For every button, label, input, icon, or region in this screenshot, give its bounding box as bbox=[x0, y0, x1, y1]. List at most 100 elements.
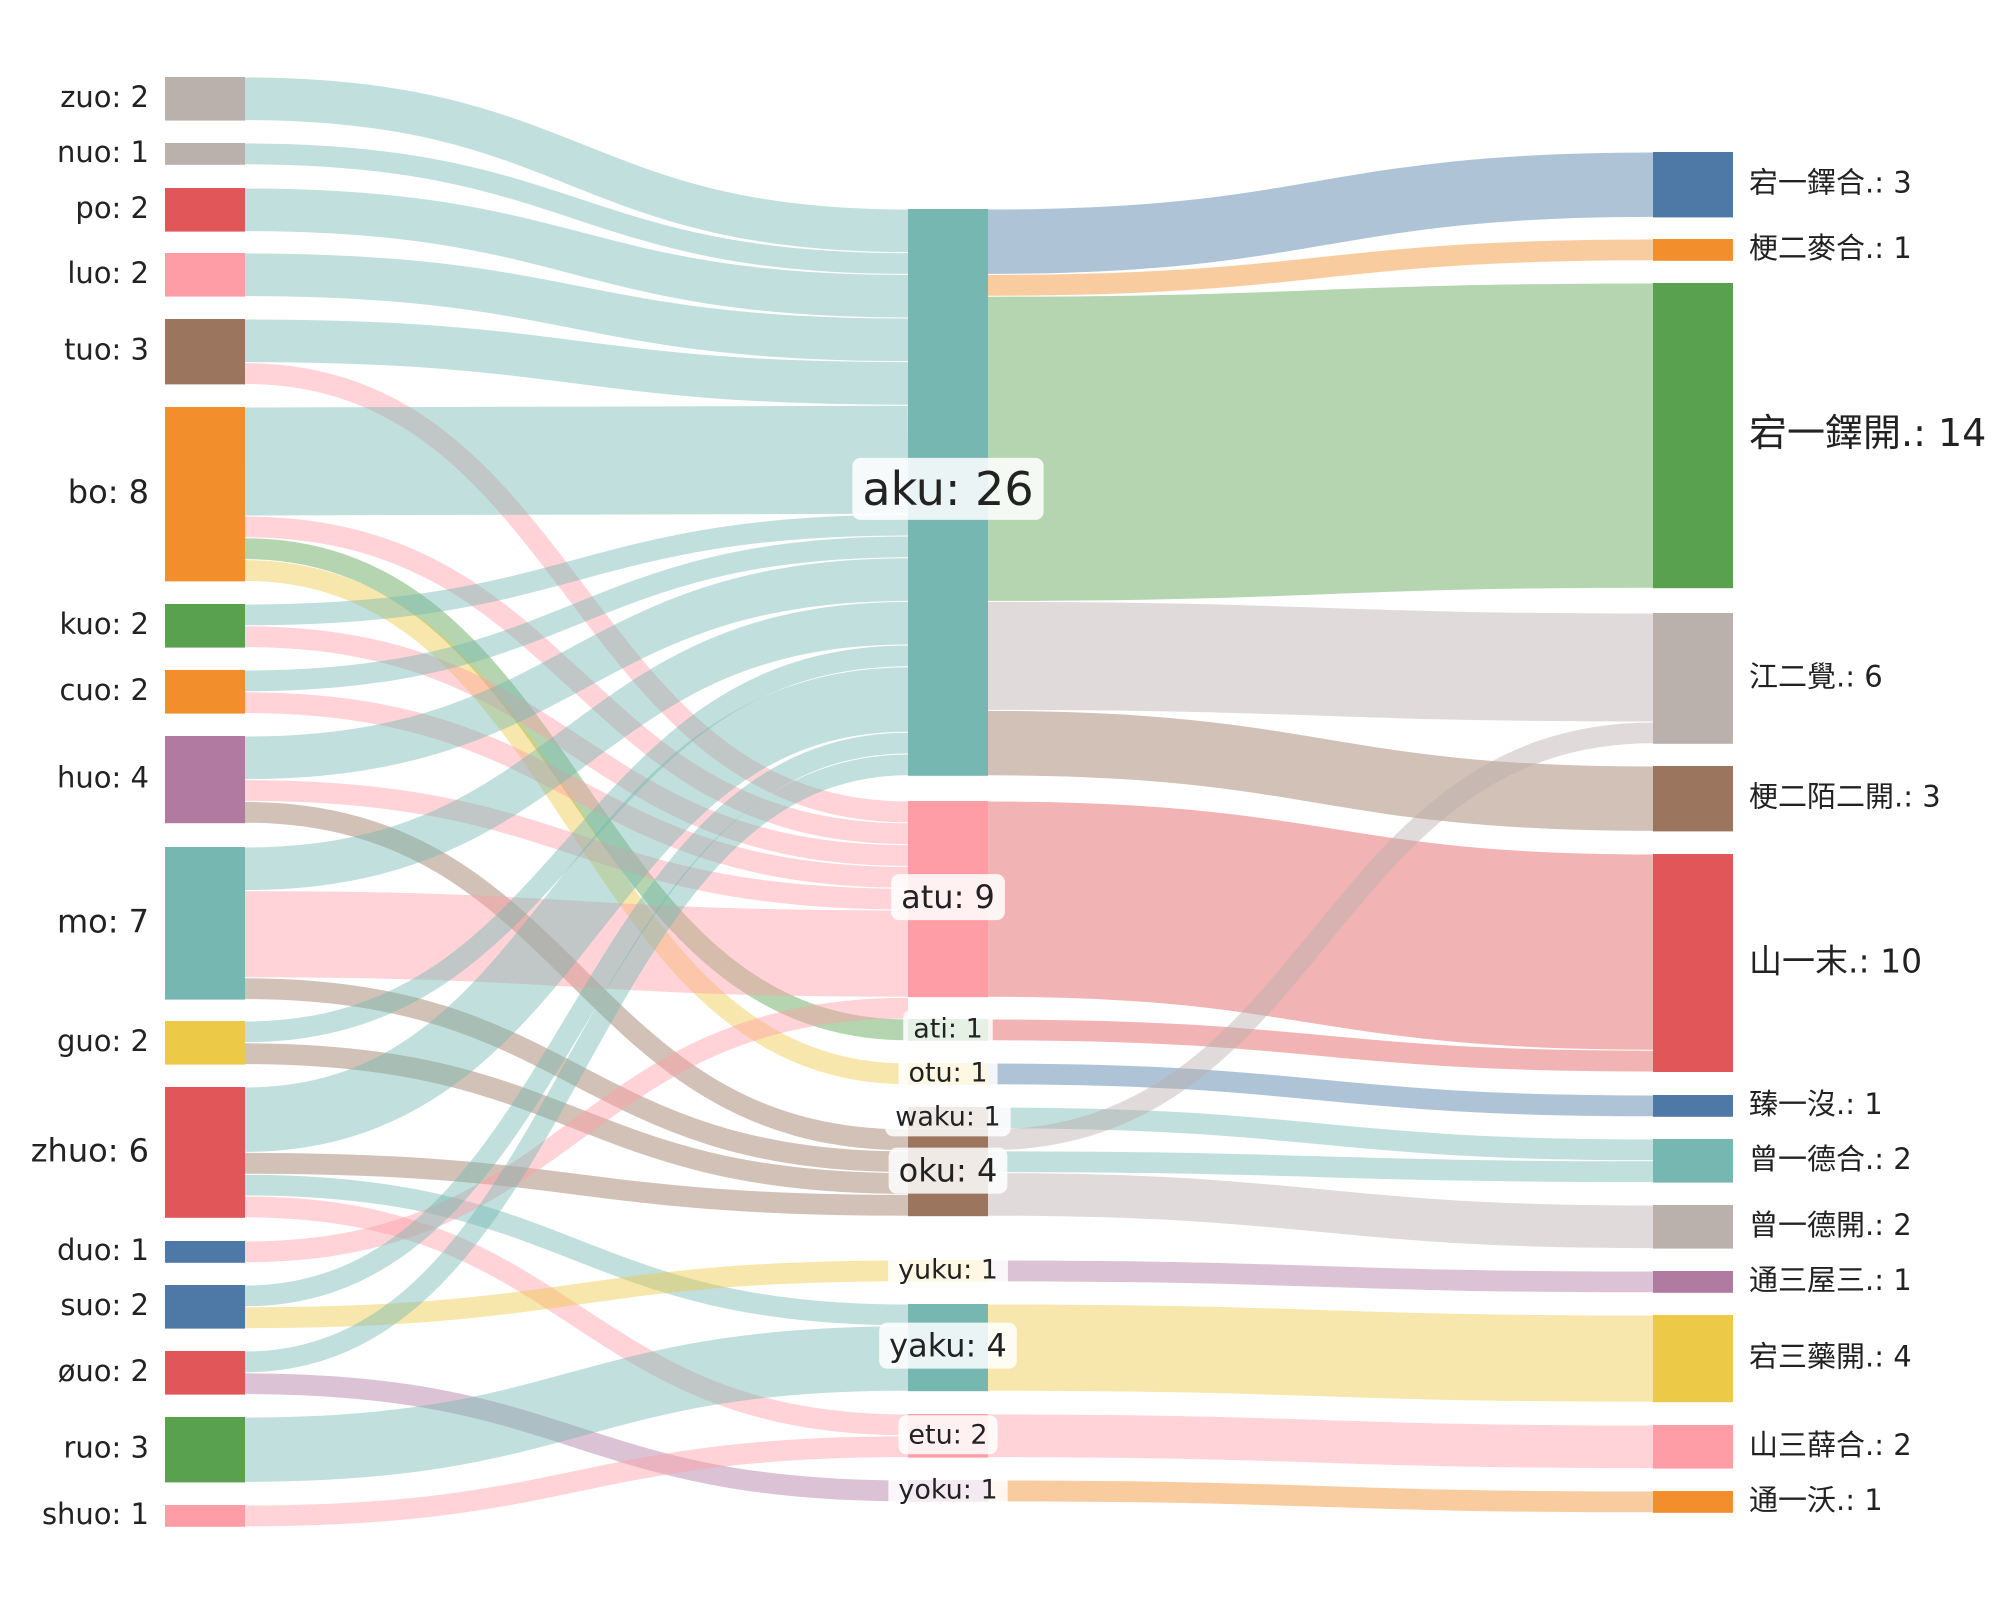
link-duo-atu bbox=[244, 997, 909, 1263]
link-mo-oku bbox=[244, 978, 909, 1173]
node-huo[interactable] bbox=[165, 736, 245, 824]
node-t8[interactable] bbox=[1653, 1139, 1733, 1183]
link-aku-t1 bbox=[987, 152, 1654, 274]
middle-label-bg-waku bbox=[885, 1097, 1011, 1137]
link-kuo-aku bbox=[244, 514, 909, 626]
node-zuo[interactable] bbox=[165, 77, 245, 121]
source-label-bo: bo: 8 bbox=[68, 473, 149, 511]
target-label-t1: 宕一鐸合.: 3 bbox=[1749, 166, 1912, 200]
target-label-t4: 江二覺.: 6 bbox=[1749, 659, 1883, 693]
source-label-mo: mo: 7 bbox=[57, 902, 149, 940]
node-tuo[interactable] bbox=[165, 319, 245, 385]
node-t2[interactable] bbox=[1653, 239, 1733, 261]
source-label-zuo: zuo: 2 bbox=[60, 80, 149, 114]
link-kuo-atu bbox=[244, 626, 909, 866]
node-t11[interactable] bbox=[1653, 1315, 1733, 1403]
link-ouo-yoku bbox=[244, 1373, 909, 1502]
node-t6[interactable] bbox=[1653, 854, 1733, 1072]
link-oku-t8 bbox=[987, 1151, 1654, 1183]
node-ouo[interactable] bbox=[165, 1351, 245, 1395]
middle-label-ati: ati: 1 bbox=[913, 1013, 983, 1044]
node-po[interactable] bbox=[165, 188, 245, 232]
node-suo[interactable] bbox=[165, 1285, 245, 1329]
link-cuo-aku bbox=[244, 536, 909, 692]
node-t10[interactable] bbox=[1653, 1271, 1733, 1293]
source-label-huo: huo: 4 bbox=[57, 761, 149, 795]
link-bo-atu bbox=[244, 516, 909, 845]
link-oku-t4 bbox=[987, 722, 1654, 1151]
link-aku-t5 bbox=[987, 710, 1654, 831]
node-nuo[interactable] bbox=[165, 143, 245, 165]
target-label-t9: 曾一德開.: 2 bbox=[1749, 1208, 1912, 1242]
link-otu-t7 bbox=[987, 1063, 1654, 1117]
link-ouo-aku bbox=[244, 754, 909, 1373]
source-label-shuo: shuo: 1 bbox=[42, 1497, 149, 1531]
node-t1[interactable] bbox=[1653, 152, 1733, 218]
middle-label-bg-oku bbox=[888, 1147, 1008, 1194]
middle-label-bg-otu bbox=[898, 1053, 998, 1093]
link-huo-atu bbox=[244, 780, 909, 910]
source-label-duo: duo: 1 bbox=[57, 1233, 149, 1267]
link-bo-otu bbox=[244, 560, 909, 1085]
middle-label-bg-yuku bbox=[888, 1250, 1008, 1290]
link-huo-aku bbox=[244, 558, 909, 780]
link-guo-aku bbox=[244, 645, 909, 1043]
source-label-ouo: øuo: 2 bbox=[58, 1354, 149, 1388]
middle-label-bg-yoku bbox=[888, 1470, 1008, 1510]
node-duo[interactable] bbox=[165, 1241, 245, 1263]
node-t3[interactable] bbox=[1653, 283, 1733, 589]
link-shuo-etu bbox=[244, 1436, 909, 1527]
middle-label-bg-yaku bbox=[879, 1322, 1017, 1369]
source-label-po: po: 2 bbox=[75, 191, 149, 225]
labels-layer: zuo: 2 nuo: 1 po: 2 luo: 2 tuo: 3 bo: 8 kuo: 2… bbox=[31, 80, 1987, 1531]
link-aku-t3 bbox=[987, 283, 1654, 601]
node-t9[interactable] bbox=[1653, 1205, 1733, 1249]
link-atu-t6 bbox=[987, 801, 1654, 1050]
target-label-t5: 梗二陌二開.: 3 bbox=[1749, 780, 1941, 814]
node-zhuo[interactable] bbox=[165, 1087, 245, 1218]
middle-label-bg-ati bbox=[903, 1009, 993, 1049]
middle-label-bg-etu bbox=[898, 1415, 998, 1455]
link-etu-t12 bbox=[987, 1414, 1654, 1469]
node-luo[interactable] bbox=[165, 253, 245, 297]
link-bo-aku bbox=[244, 405, 909, 516]
node-t12[interactable] bbox=[1653, 1425, 1733, 1469]
node-bo[interactable] bbox=[165, 407, 245, 582]
node-ruo[interactable] bbox=[165, 1417, 245, 1483]
middle-label-yoku: yoku: 1 bbox=[898, 1474, 997, 1505]
node-guo[interactable] bbox=[165, 1021, 245, 1065]
node-mo[interactable] bbox=[165, 847, 245, 1000]
target-label-t2: 梗二麥合.: 1 bbox=[1749, 231, 1912, 265]
target-label-t8: 曾一德合.: 2 bbox=[1749, 1142, 1912, 1176]
link-aku-t4 bbox=[987, 601, 1654, 722]
node-t5[interactable] bbox=[1653, 766, 1733, 832]
middle-label-yaku: yaku: 4 bbox=[889, 1327, 1007, 1365]
link-yuku-t10 bbox=[987, 1260, 1654, 1293]
node-t13[interactable] bbox=[1653, 1491, 1733, 1513]
link-huo-oku bbox=[244, 801, 909, 1151]
target-label-t6: 山一末.: 10 bbox=[1749, 942, 1922, 981]
target-label-t11: 宕三藥開.: 4 bbox=[1749, 1340, 1912, 1374]
source-label-guo: guo: 2 bbox=[57, 1024, 149, 1058]
middle-label-atu: atu: 9 bbox=[901, 878, 995, 916]
link-suo-aku bbox=[244, 732, 909, 1307]
node-kuo[interactable] bbox=[165, 604, 245, 648]
link-ruo-yaku bbox=[244, 1326, 909, 1482]
links-layer bbox=[244, 77, 1654, 1527]
node-t4[interactable] bbox=[1653, 613, 1733, 744]
link-aku-t2 bbox=[987, 239, 1654, 296]
node-cuo[interactable] bbox=[165, 670, 245, 714]
source-label-luo: luo: 2 bbox=[67, 256, 149, 290]
link-suo-yuku bbox=[244, 1260, 909, 1329]
source-label-suo: suo: 2 bbox=[60, 1288, 149, 1322]
node-shuo[interactable] bbox=[165, 1505, 245, 1527]
middle-label-etu: etu: 2 bbox=[908, 1419, 987, 1450]
middle-label-otu: otu: 1 bbox=[908, 1057, 987, 1088]
target-label-t10: 通三屋三.: 1 bbox=[1749, 1263, 1912, 1297]
source-label-kuo: kuo: 2 bbox=[60, 607, 149, 641]
link-luo-aku bbox=[244, 253, 909, 362]
link-yaku-t11 bbox=[987, 1304, 1654, 1402]
link-tuo-atu bbox=[244, 363, 909, 823]
link-waku-t8 bbox=[987, 1107, 1654, 1161]
node-t7[interactable] bbox=[1653, 1095, 1733, 1117]
